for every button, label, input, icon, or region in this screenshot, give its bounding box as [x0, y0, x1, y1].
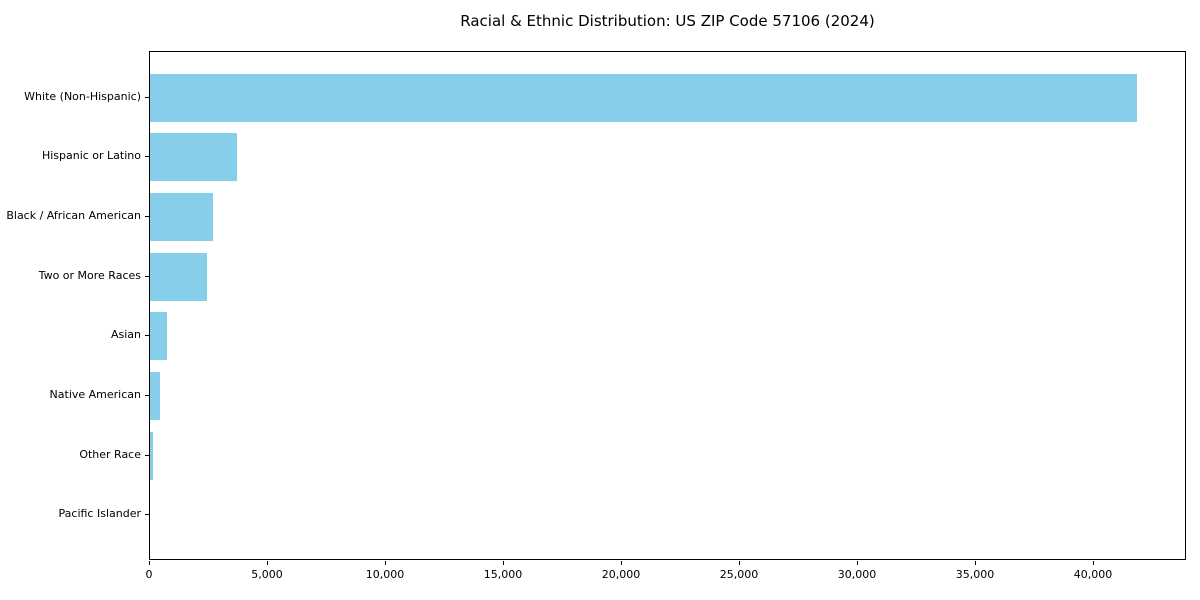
bar-black-african-american: [150, 193, 213, 241]
x-tick-mark: [385, 561, 386, 565]
x-tick-mark: [739, 561, 740, 565]
y-tick-mark: [145, 276, 149, 277]
x-tick-label: 15,000: [483, 568, 523, 581]
bar-asian: [150, 312, 167, 360]
x-tick-label: 40,000: [1073, 568, 1113, 581]
chart-title: Racial & Ethnic Distribution: US ZIP Cod…: [460, 12, 875, 30]
x-tick-mark: [267, 561, 268, 565]
x-tick-mark: [1093, 561, 1094, 565]
y-axis-label-two-or-more-races: Two or More Races: [38, 269, 141, 282]
bar-native-american: [150, 372, 160, 420]
x-tick-label: 25,000: [719, 568, 759, 581]
y-axis-label-native-american: Native American: [49, 388, 141, 401]
y-tick-mark: [145, 455, 149, 456]
bar-other-race: [150, 432, 153, 480]
y-axis-label-pacific-islander: Pacific Islander: [58, 507, 141, 520]
y-axis-label-black-african-american: Black / African American: [6, 209, 141, 222]
bar-hispanic-or-latino: [150, 133, 237, 181]
y-tick-mark: [145, 97, 149, 98]
x-tick-mark: [503, 561, 504, 565]
x-tick-mark: [621, 561, 622, 565]
x-tick-label: 5,000: [251, 568, 283, 581]
y-tick-mark: [145, 216, 149, 217]
x-tick-mark: [975, 561, 976, 565]
plot-area: [149, 51, 1186, 560]
x-tick-label: 10,000: [365, 568, 405, 581]
x-tick-label: 20,000: [601, 568, 641, 581]
x-tick-label: 30,000: [837, 568, 877, 581]
y-tick-mark: [145, 335, 149, 336]
y-axis-label-asian: Asian: [110, 328, 141, 341]
y-tick-mark: [145, 514, 149, 515]
y-axis-label-white-non-hispanic: White (Non-Hispanic): [24, 90, 141, 103]
bar-two-or-more-races: [150, 253, 207, 301]
x-tick-label: 35,000: [955, 568, 995, 581]
x-tick-mark: [857, 561, 858, 565]
x-tick-label: 0: [145, 568, 153, 581]
y-axis-label-hispanic-or-latino: Hispanic or Latino: [41, 149, 141, 162]
y-tick-mark: [145, 395, 149, 396]
y-axis-label-other-race: Other Race: [79, 448, 141, 461]
bar-white-non-hispanic: [150, 74, 1137, 122]
x-tick-mark: [149, 561, 150, 565]
y-tick-mark: [145, 156, 149, 157]
